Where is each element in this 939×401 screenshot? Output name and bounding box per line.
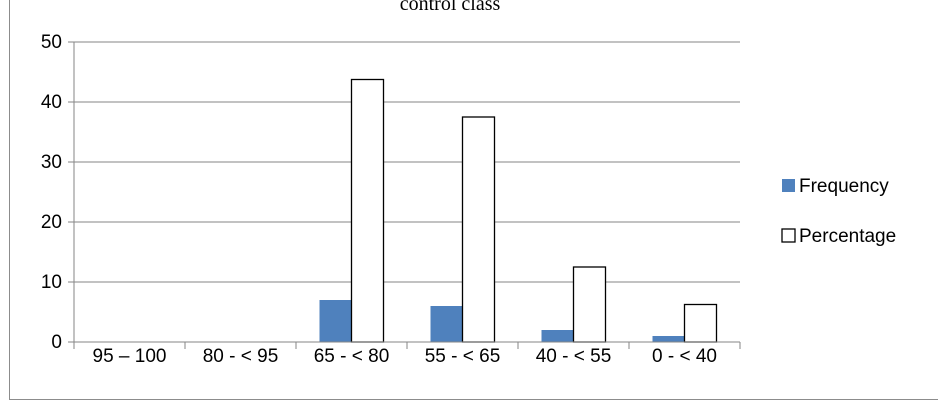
y-axis-ticks: 0 10 20 30 40 50 [41, 32, 74, 353]
y-tick-label: 50 [41, 32, 62, 53]
bar-percentage-4 [572, 266, 607, 343]
bar-frequency-2 [319, 300, 352, 342]
bar-percentage-3 [461, 116, 496, 343]
bars [319, 78, 718, 343]
x-tick-label: 65 - < 80 [314, 346, 390, 367]
x-tick-label: 80 - < 95 [203, 346, 279, 367]
x-axis-ticks: 95 – 100 80 - < 95 65 - < 80 55 - < 65 40 - … [73, 342, 741, 367]
x-tick-label: 95 – 100 [93, 346, 167, 367]
bar-percentage-5 [683, 303, 718, 343]
x-tick-label: 0 - < 40 [652, 346, 717, 367]
legend-label-frequency: Frequency [799, 176, 889, 197]
legend-label-percentage: Percentage [799, 226, 896, 247]
bar-frequency-4 [541, 330, 574, 342]
bar-frequency-5 [652, 336, 685, 342]
y-tick-label: 20 [41, 212, 62, 233]
legend-swatch-frequency [782, 179, 795, 192]
bar-frequency-3 [430, 306, 463, 342]
y-tick-label: 0 [51, 332, 62, 353]
chart-frame [9, 0, 938, 400]
legend-swatch-percentage [781, 228, 796, 243]
y-tick-label: 40 [41, 92, 62, 113]
legend: Frequency Percentage [781, 176, 896, 247]
x-tick-label: 40 - < 55 [536, 346, 612, 367]
axes [73, 42, 740, 343]
y-tick-label: 10 [41, 272, 62, 293]
bar-percentage-2 [350, 78, 385, 343]
y-tick-label: 30 [41, 152, 62, 173]
chart-title: control class [400, 0, 501, 15]
x-tick-label: 55 - < 65 [425, 346, 501, 367]
grid-lines [74, 41, 740, 283]
